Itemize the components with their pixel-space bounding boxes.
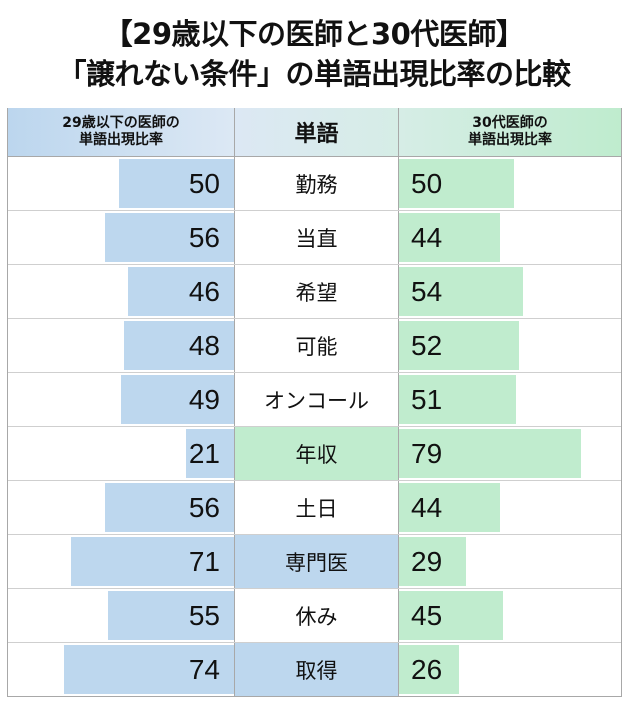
- under30-cell: 74: [8, 643, 235, 696]
- thirties-value: 44: [411, 491, 443, 523]
- word-cell: 当直: [235, 211, 399, 264]
- under30-value: 56: [188, 221, 220, 253]
- under30-value: 55: [188, 599, 220, 631]
- title-line-2: 「譲れない条件」の単語出現比率の比較: [57, 57, 571, 91]
- under30-bar: [123, 321, 234, 370]
- under30-value: 71: [188, 545, 220, 577]
- thirties-bar: [399, 537, 466, 586]
- thirties-bar: [399, 645, 459, 694]
- word-cell: 土日: [235, 481, 399, 534]
- thirties-bar: [399, 321, 519, 370]
- under30-cell: 46: [8, 265, 235, 318]
- word-cell: オンコール: [235, 373, 399, 426]
- thirties-value: 45: [411, 599, 443, 631]
- comparison-table: 29歳以下の医師の 単語出現比率 単語 30代医師の 単語出現比率 50 勤務 50 56…: [7, 108, 622, 697]
- thirties-bar: [399, 213, 501, 262]
- under30-bar: [121, 375, 234, 424]
- table-body: 50 勤務 50 56 当直 44 46 希望 54 48 可能 52 49 オンコール 51 21 年収 79 5…: [8, 157, 621, 696]
- word-cell: 専門医: [235, 535, 399, 588]
- under30-bar: [105, 213, 234, 262]
- thirties-cell: 79: [399, 427, 621, 480]
- thirties-cell: 51: [399, 373, 621, 426]
- thirties-bar: [399, 483, 501, 532]
- chart-title: 【29歳以下の医師と30代医師】 「譲れない条件」の単語出現比率の比較: [0, 14, 628, 94]
- table-row: 50 勤務 50: [8, 157, 621, 210]
- under30-cell: 50: [8, 157, 235, 210]
- table-row: 49 オンコール 51: [8, 372, 621, 426]
- thirties-cell: 44: [399, 481, 621, 534]
- thirties-bar: [399, 267, 524, 316]
- word-cell: 年収: [235, 427, 399, 480]
- thirties-value: 44: [411, 221, 443, 253]
- thirties-value: 26: [411, 653, 443, 685]
- under30-value: 56: [188, 491, 220, 523]
- thirties-cell: 54: [399, 265, 621, 318]
- under30-cell: 55: [8, 589, 235, 642]
- thirties-cell: 26: [399, 643, 621, 696]
- thirties-value: 29: [411, 545, 443, 577]
- thirties-cell: 52: [399, 319, 621, 372]
- table-row: 21 年収 79: [8, 426, 621, 480]
- table-row: 48 可能 52: [8, 318, 621, 372]
- table-row: 71 専門医 29: [8, 534, 621, 588]
- under30-cell: 71: [8, 535, 235, 588]
- word-cell: 可能: [235, 319, 399, 372]
- header-word: 単語: [235, 108, 399, 156]
- under30-cell: 56: [8, 211, 235, 264]
- table-row: 74 取得 26: [8, 642, 621, 696]
- under30-bar: [119, 159, 234, 208]
- under30-cell: 48: [8, 319, 235, 372]
- word-cell: 希望: [235, 265, 399, 318]
- under30-cell: 56: [8, 481, 235, 534]
- thirties-bar: [399, 429, 581, 478]
- table-row: 46 希望 54: [8, 264, 621, 318]
- thirties-cell: 29: [399, 535, 621, 588]
- under30-cell: 49: [8, 373, 235, 426]
- thirties-cell: 50: [399, 157, 621, 210]
- under30-value: 50: [188, 167, 220, 199]
- under30-value: 74: [188, 653, 220, 685]
- thirties-bar: [399, 159, 514, 208]
- under30-bar: [105, 483, 234, 532]
- under30-bar: [185, 429, 234, 478]
- thirties-value: 50: [411, 167, 443, 199]
- table-row: 56 当直 44: [8, 210, 621, 264]
- thirties-value: 54: [411, 275, 443, 307]
- under30-value: 46: [188, 275, 220, 307]
- under30-cell: 21: [8, 427, 235, 480]
- under30-value: 21: [188, 437, 220, 469]
- under30-bar: [107, 591, 234, 640]
- table-row: 56 土日 44: [8, 480, 621, 534]
- thirties-bar: [399, 591, 503, 640]
- under30-value: 48: [188, 329, 220, 361]
- header-under30: 29歳以下の医師の 単語出現比率: [8, 108, 235, 156]
- thirties-bar: [399, 375, 517, 424]
- table-header: 29歳以下の医師の 単語出現比率 単語 30代医師の 単語出現比率: [8, 108, 621, 157]
- thirties-value: 51: [411, 383, 443, 415]
- under30-bar: [128, 267, 234, 316]
- under30-value: 49: [188, 383, 220, 415]
- thirties-value: 52: [411, 329, 443, 361]
- thirties-value: 79: [411, 437, 443, 469]
- word-cell: 休み: [235, 589, 399, 642]
- word-cell: 取得: [235, 643, 399, 696]
- table-row: 55 休み 45: [8, 588, 621, 642]
- title-line-1: 【29歳以下の医師と30代医師】: [103, 17, 525, 51]
- word-cell: 勤務: [235, 157, 399, 210]
- thirties-cell: 44: [399, 211, 621, 264]
- under30-bar: [63, 645, 234, 694]
- under30-bar: [70, 537, 234, 586]
- header-thirties: 30代医師の 単語出現比率: [399, 108, 621, 156]
- thirties-cell: 45: [399, 589, 621, 642]
